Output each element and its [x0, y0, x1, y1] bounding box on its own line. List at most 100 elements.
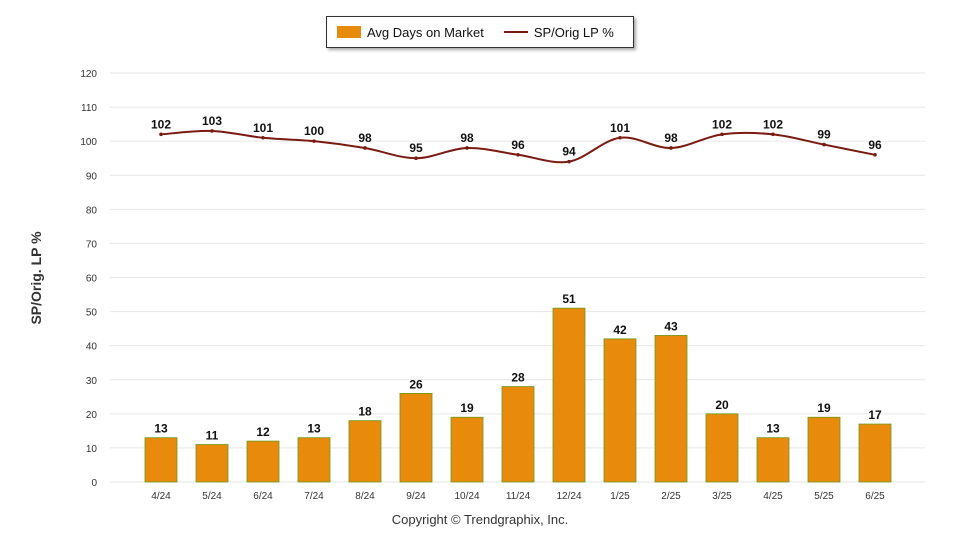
line-value-label: 100: [304, 124, 324, 138]
bar-value-label: 13: [154, 422, 168, 436]
legend-item-line[interactable]: SP/Orig LP %: [494, 25, 614, 40]
line-point: [720, 132, 724, 137]
legend-item-bar[interactable]: Avg Days on Market: [337, 25, 484, 40]
line-value-label: 101: [253, 121, 273, 135]
bar-value-label: 11: [206, 429, 219, 443]
grid-lines: [110, 72, 925, 483]
y-tick-label: 70: [86, 239, 98, 250]
y-tick-label: 80: [86, 205, 98, 216]
bar: [756, 437, 790, 483]
legend: Avg Days on Market SP/Orig LP %: [326, 16, 634, 48]
x-tick-label: 10/24: [454, 491, 479, 502]
bar-value-label: 43: [664, 319, 678, 333]
x-tick-label: 4/24: [151, 491, 171, 502]
y-tick-label: 120: [80, 69, 97, 80]
line-point: [771, 132, 775, 137]
line-series: [159, 129, 877, 164]
y-tick-label: 60: [86, 274, 98, 285]
line-point: [210, 129, 214, 133]
bar: [450, 416, 484, 483]
bar-value-label: 19: [817, 401, 831, 415]
x-tick-label: 3/25: [712, 491, 732, 502]
line-point: [465, 146, 469, 150]
line-point: [159, 132, 163, 137]
line-point: [363, 146, 367, 150]
x-tick-label: 9/24: [406, 491, 426, 502]
x-tick-label: 12/24: [556, 491, 581, 502]
y-tick-label: 110: [81, 103, 97, 114]
y-tick-label: 50: [86, 308, 98, 319]
line-point: [618, 135, 622, 140]
bar-value-label: 19: [460, 401, 474, 415]
legend-line-label: SP/Orig LP %: [533, 24, 614, 40]
bar: [807, 416, 841, 483]
bar: [705, 413, 739, 483]
y-tick-label: 10: [86, 444, 98, 455]
line-data-labels: 102 103 101 100 98 95 98 96 94 101 98 102 102 99 96: [151, 114, 882, 159]
x-tick-label: 5/24: [202, 491, 222, 502]
line-value-label: 102: [712, 117, 732, 131]
x-axis-ticks: 4/24 5/24 6/24 7/24 8/24 9/24 10/24 11/24 12/24 1…: [151, 491, 885, 502]
line-point: [312, 139, 316, 143]
copyright-text: Copyright © Trendgraphix, Inc.: [391, 512, 569, 527]
line-point: [516, 153, 520, 157]
x-tick-label: 8/24: [355, 491, 375, 502]
legend-bar-label: Avg Days on Market: [367, 24, 484, 40]
x-tick-label: 4/25: [763, 491, 783, 502]
y-tick-label: 100: [80, 137, 97, 148]
line-point: [261, 135, 265, 140]
line-value-label: 94: [562, 145, 576, 159]
x-tick-label: 11/24: [506, 491, 531, 502]
line-value-label: 102: [151, 117, 171, 131]
bar-value-label: 17: [868, 408, 882, 422]
line-value-label: 95: [409, 141, 423, 155]
line-value-label: 98: [460, 131, 474, 145]
bar-value-label: 13: [307, 422, 321, 436]
bar-value-label: 13: [766, 422, 780, 436]
bar: [399, 392, 433, 483]
y-tick-label: 30: [86, 376, 98, 387]
x-tick-label: 6/24: [253, 491, 273, 502]
line-point: [567, 159, 571, 164]
bar: [552, 307, 586, 483]
line-value-label: 99: [817, 128, 831, 142]
line-value-label: 96: [868, 138, 882, 152]
y-axis-ticks: 0 10 20 30 40 50 60 70 80 90 100 110 120: [80, 69, 97, 489]
x-tick-label: 2/25: [661, 491, 681, 502]
line-point: [669, 146, 673, 150]
x-tick-label: 6/25: [865, 491, 885, 502]
x-tick-label: 5/25: [814, 491, 834, 502]
line-value-label: 98: [664, 131, 678, 145]
bar: [297, 437, 331, 483]
bar-value-label: 18: [358, 405, 372, 419]
line-value-label: 98: [358, 131, 372, 145]
y-tick-label: 40: [86, 342, 98, 353]
bar-value-label: 20: [715, 398, 729, 412]
y-tick-label: 20: [86, 410, 98, 421]
bar-value-label: 26: [409, 377, 423, 391]
bar: [603, 338, 637, 483]
line-value-label: 103: [202, 114, 222, 128]
line-value-label: 102: [763, 117, 783, 131]
bar: [144, 437, 178, 483]
bar: [501, 386, 535, 483]
bar-value-label: 51: [562, 292, 576, 306]
bar-value-label: 28: [511, 371, 525, 385]
bar: [195, 444, 229, 483]
bar-data-labels: 13 11 12 13 18 26 19 28 51 42 43 20 13 19 17: [154, 292, 882, 442]
bar-series: [144, 307, 892, 483]
y-tick-label: 90: [86, 171, 98, 182]
line-value-label: 96: [511, 138, 525, 152]
y-tick-label: 0: [91, 478, 97, 489]
bar: [246, 440, 280, 483]
bar-value-label: 42: [613, 323, 627, 337]
y-axis-title: SP/Orig. LP %: [28, 231, 44, 325]
legend-bar-swatch: [337, 26, 361, 38]
line-point: [873, 153, 877, 157]
x-tick-label: 1/25: [610, 491, 630, 502]
x-tick-label: 7/24: [304, 491, 324, 502]
bar: [654, 335, 688, 483]
bar: [858, 423, 892, 483]
bar-value-label: 12: [256, 425, 270, 439]
line-value-label: 101: [610, 121, 630, 135]
